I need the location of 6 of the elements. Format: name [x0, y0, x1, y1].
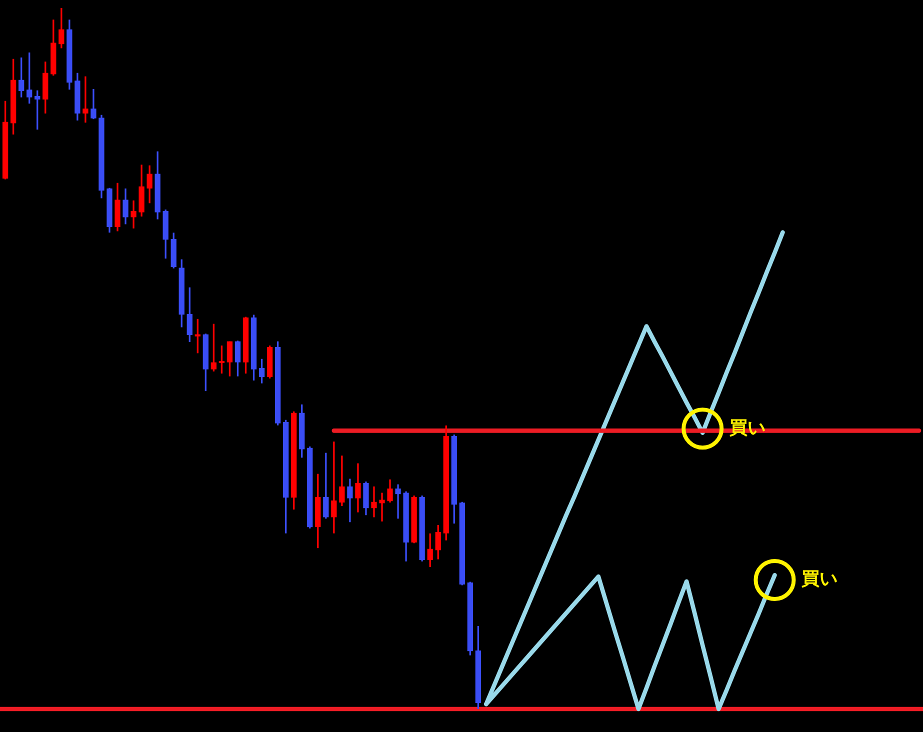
candlestick [82, 76, 88, 123]
candlestick [130, 200, 136, 228]
candlestick [371, 486, 377, 518]
candlestick [379, 492, 385, 522]
candlestick [395, 484, 401, 519]
annotation: 買い [800, 568, 838, 590]
